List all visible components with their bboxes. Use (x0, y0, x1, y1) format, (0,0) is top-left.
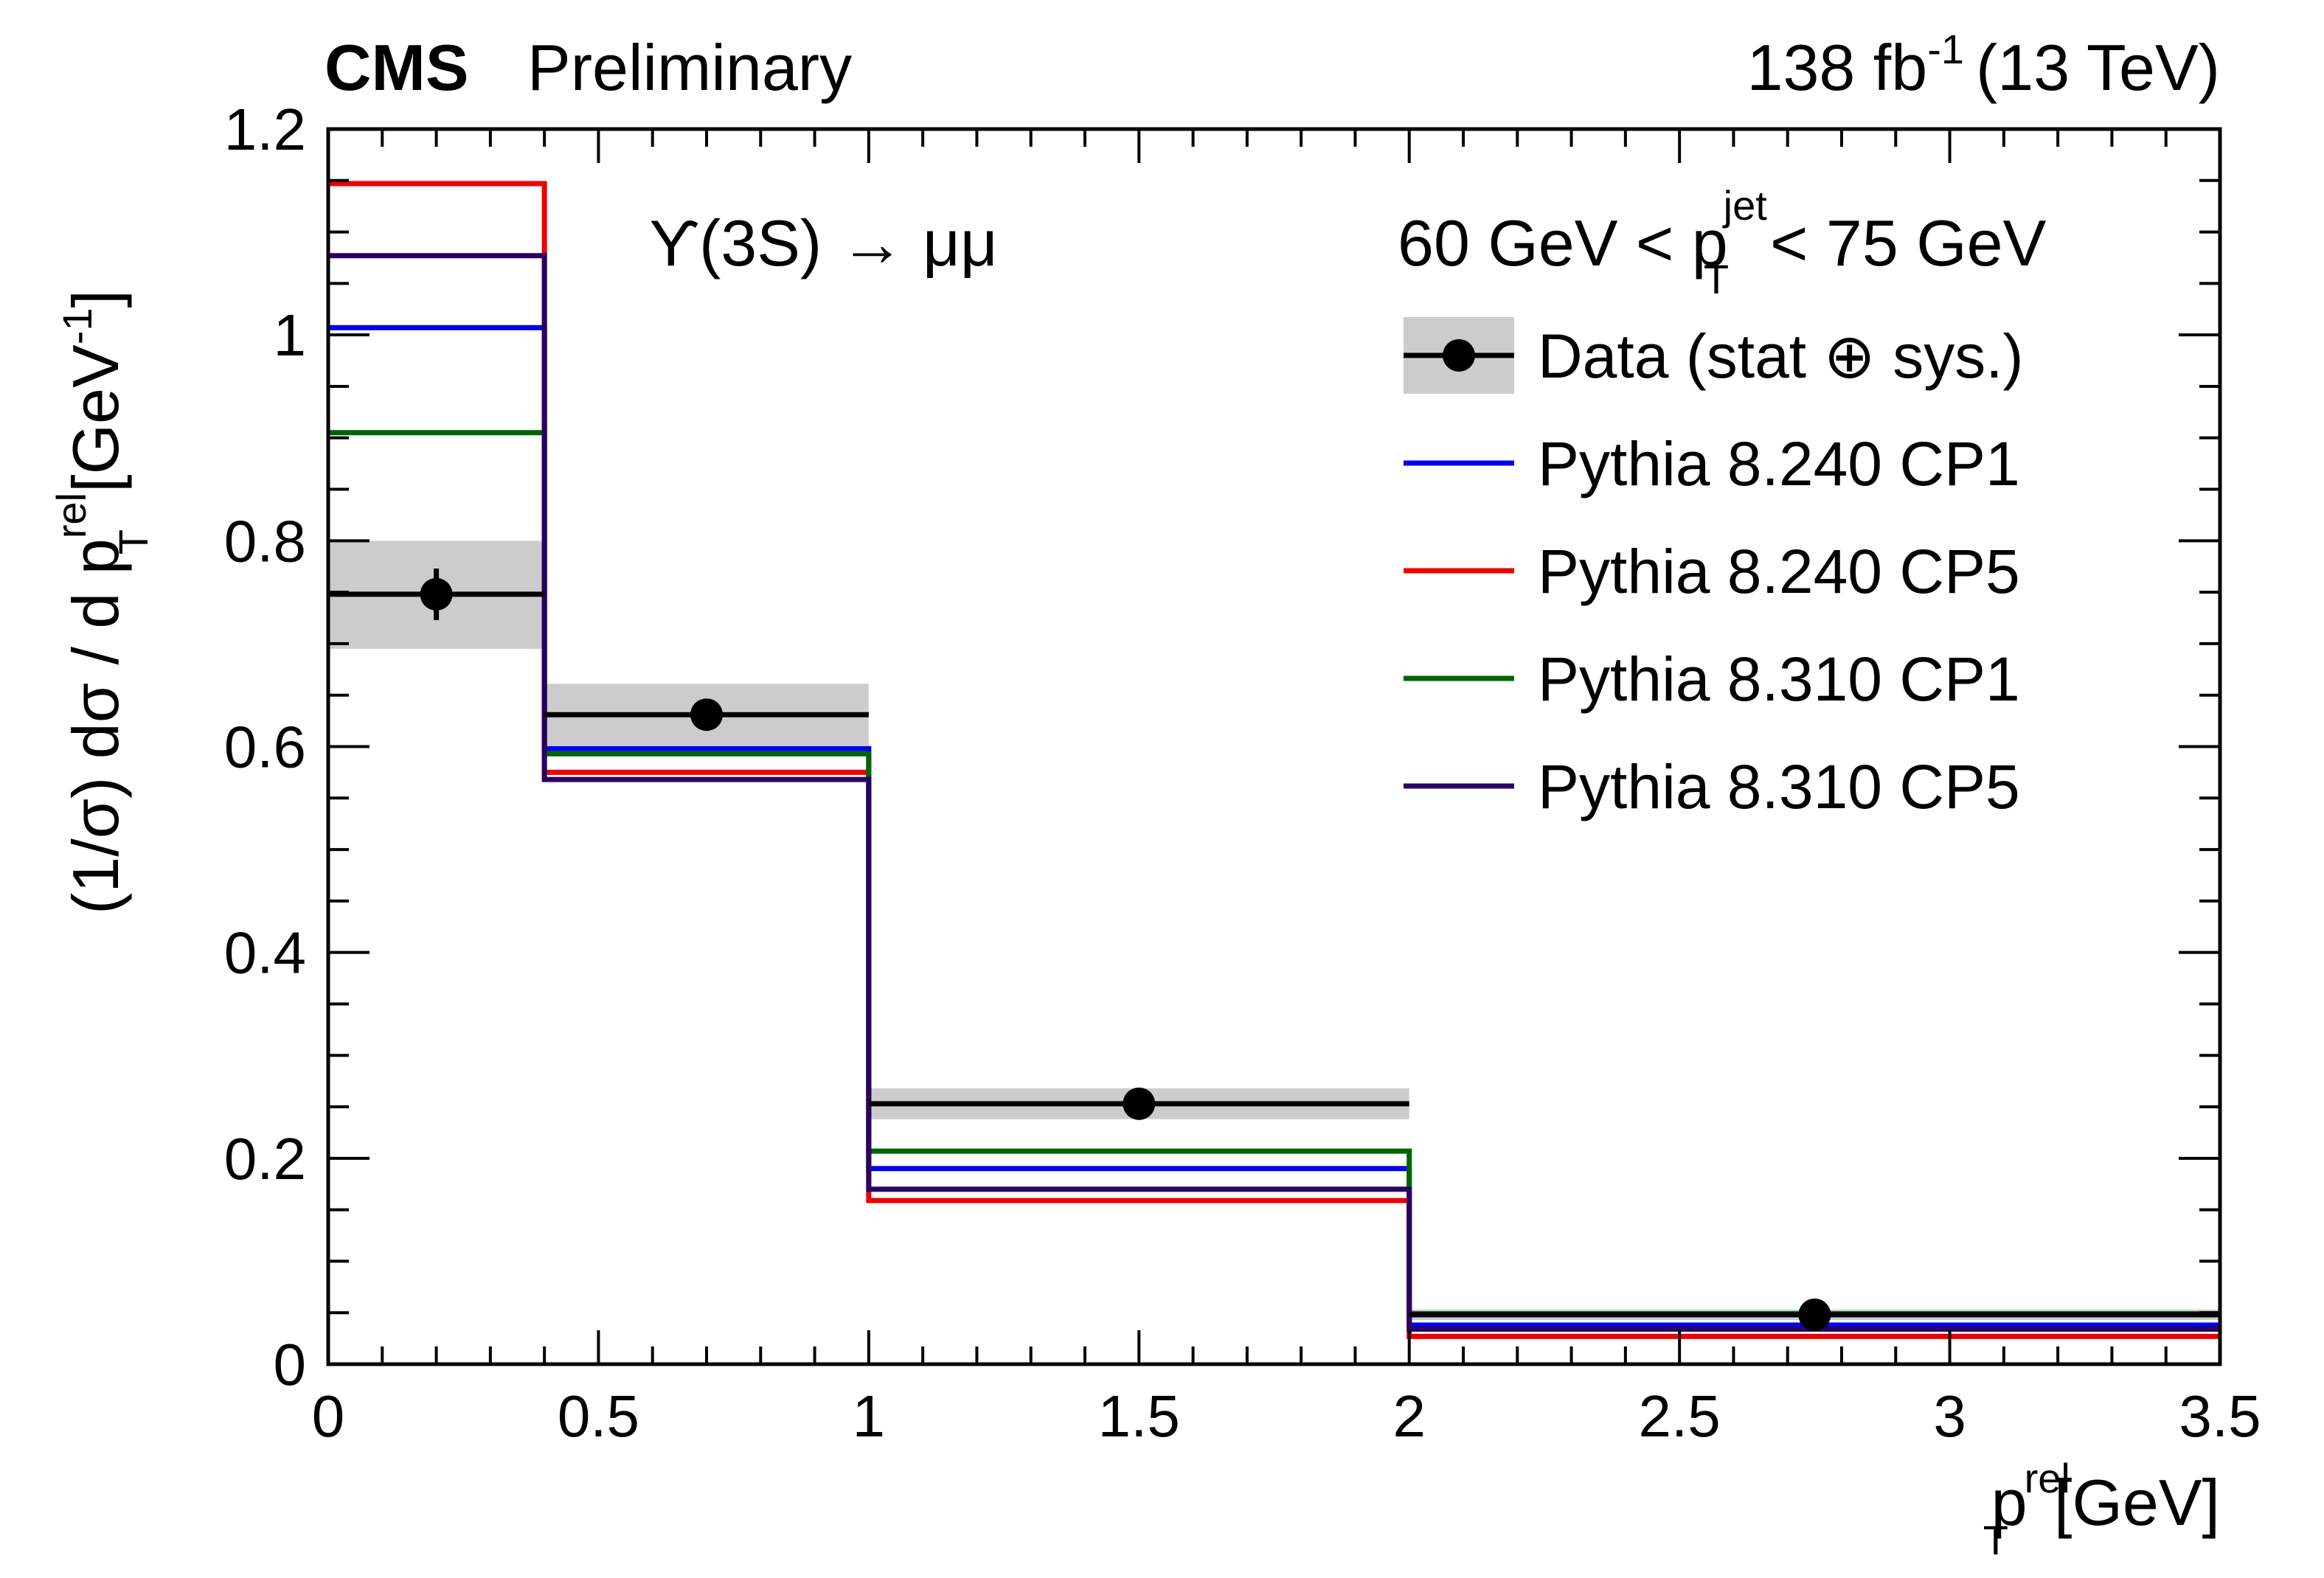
legend-entry-pythia-8310-cp5: Pythia 8.310 CP5 (1404, 752, 2020, 821)
legend-label-8310-cp1: Pythia 8.310 CP1 (1538, 644, 2020, 714)
y-tick-label: 0.4 (224, 920, 306, 986)
y-tick-labels: 0 0.2 0.4 0.6 0.8 1 1.2 (224, 97, 306, 1397)
legend: Data (stat ⊕ sys.) Pythia 8.240 CP1 Pyth… (1404, 317, 2024, 821)
legend-entry-pythia-8310-cp1: Pythia 8.310 CP1 (1404, 644, 2020, 714)
data-points (328, 569, 2220, 1331)
legend-label-data: Data (stat ⊕ sys.) (1538, 321, 2024, 391)
legend-label-8240-cp5: Pythia 8.240 CP5 (1538, 537, 2020, 606)
x-tick-labels: 0 0.5 1 1.5 2 2.5 3 3.5 (312, 1383, 2261, 1449)
legend-label-8310-cp5: Pythia 8.310 CP5 (1538, 752, 2020, 821)
x-tick-label: 3.5 (2179, 1383, 2261, 1449)
x-tick-label: 2 (1392, 1383, 1426, 1449)
histogram-pythia-8-310-cp5 (328, 253, 2220, 1332)
data-point-bin-1 (420, 577, 453, 611)
x-tick-label: 0.5 (558, 1383, 639, 1449)
y-tick-label: 0.6 (224, 715, 306, 780)
data-point-bin-3 (1123, 1087, 1156, 1120)
x-tick-label: 2.5 (1639, 1383, 1721, 1449)
mc-histograms (328, 181, 2220, 1339)
y-tick-label: 0 (274, 1332, 307, 1397)
x-axis-title: prel T[GeV] (1983, 1455, 2220, 1563)
y-tick-label: 1.2 (224, 97, 306, 162)
legend-entry-data: Data (stat ⊕ sys.) (1404, 317, 2024, 394)
y-tick-label: 0.2 (224, 1126, 306, 1192)
process-label: ϒ(3S) → μμ (649, 206, 998, 279)
data-point-bin-4 (1798, 1299, 1831, 1331)
legend-entry-pythia-8240-cp1: Pythia 8.240 CP1 (1404, 429, 2020, 498)
x-tick-label: 3 (1933, 1383, 1966, 1449)
x-tick-label: 1.5 (1098, 1383, 1180, 1449)
y-axis-title: (1/σ) dσ / d prelT[GeV-1] (48, 290, 156, 914)
data-point-bin-2 (690, 698, 723, 731)
legend-entry-pythia-8240-cp5: Pythia 8.240 CP5 (1404, 537, 2020, 606)
y-tick-label: 1 (274, 302, 307, 368)
preliminary-label: Preliminary (527, 31, 852, 104)
legend-label-8240-cp1: Pythia 8.240 CP1 (1538, 429, 2020, 498)
lumi-label: 138 fb-1 (13 TeV) (1747, 26, 2220, 104)
legend-data-marker (1443, 339, 1475, 372)
kinematic-cut-label: 60 GeV < pjet T < 75 GeV (1398, 182, 2047, 302)
cms-label: CMS (325, 31, 469, 104)
x-tick-label: 0 (312, 1383, 345, 1449)
x-tick-label: 1 (853, 1383, 886, 1449)
y-tick-label: 0.8 (224, 508, 306, 574)
axis-ticks (327, 128, 2221, 1366)
